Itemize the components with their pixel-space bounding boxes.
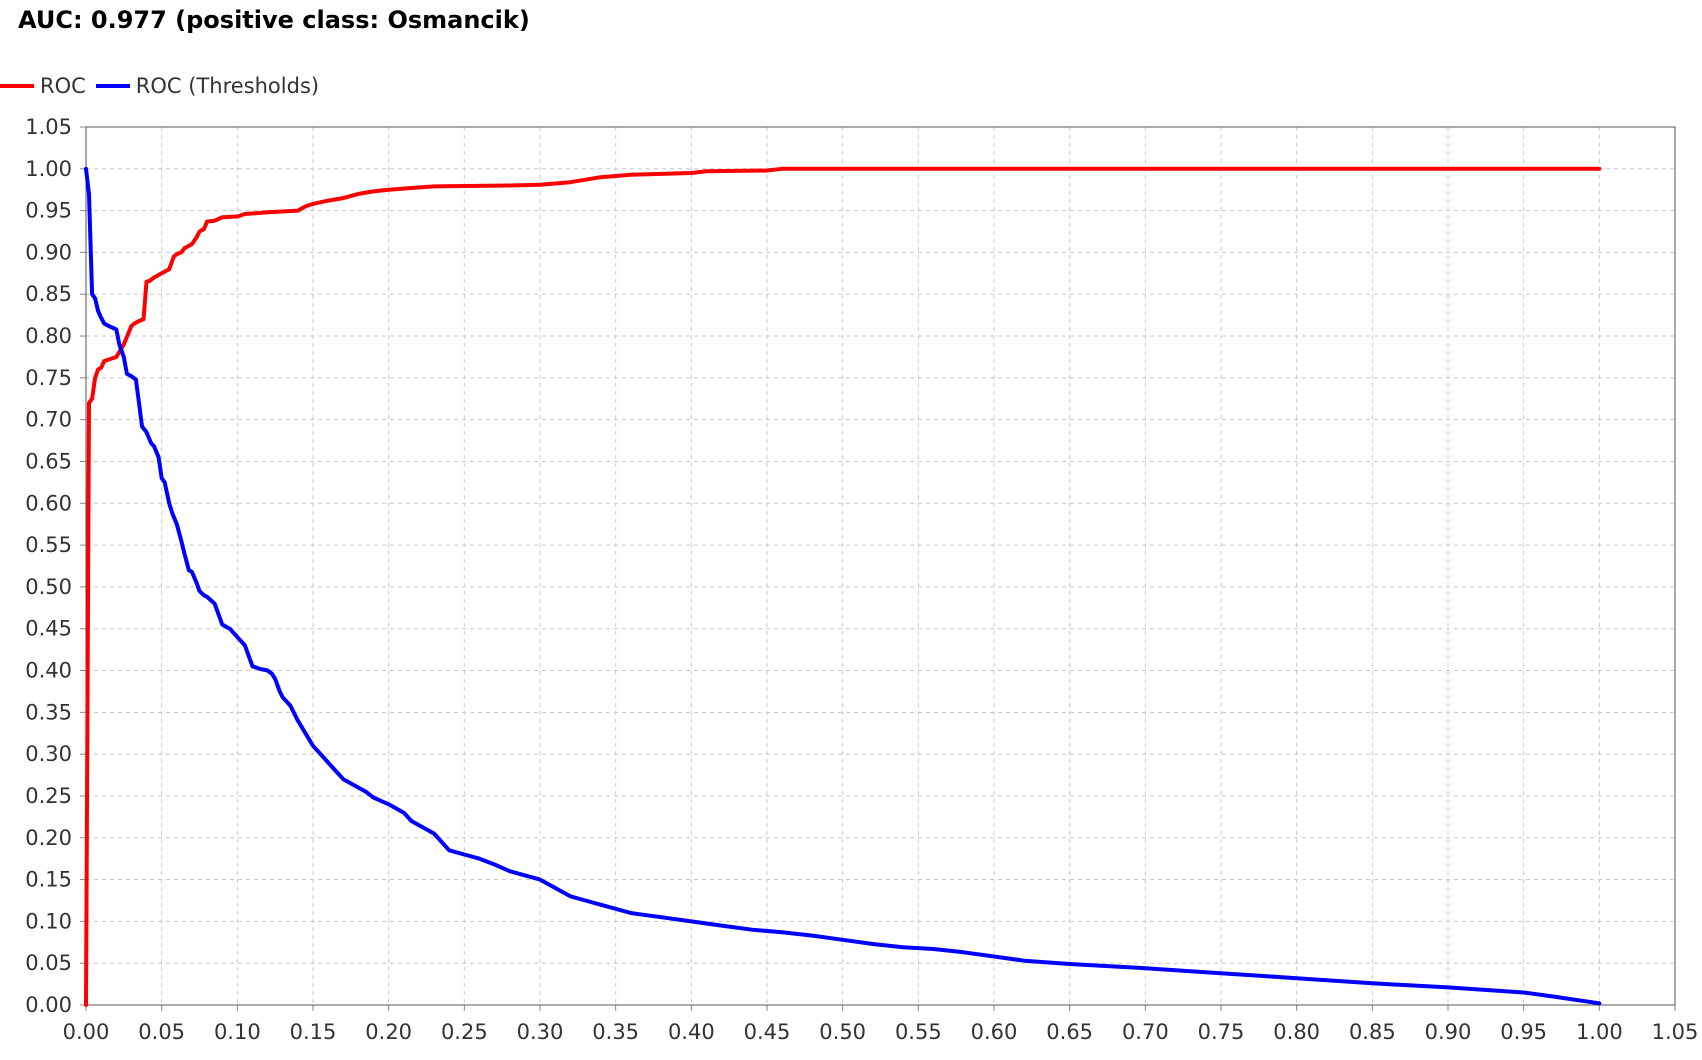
y-tick-label: 0.05: [25, 951, 72, 975]
x-tick-label: 0.10: [214, 1020, 261, 1044]
y-tick-label: 0.40: [25, 659, 72, 683]
legend-label-roc: ROC: [40, 74, 86, 98]
y-tick-label: 0.45: [25, 617, 72, 641]
legend-label-roc-thresholds: ROC (Thresholds): [135, 74, 320, 98]
x-tick-label: 0.45: [744, 1020, 791, 1044]
legend-item-roc-thresholds: ROC (Thresholds): [95, 74, 320, 98]
y-tick-label: 0.65: [25, 449, 72, 473]
legend: ROC ROC (Thresholds): [0, 72, 329, 100]
x-tick-label: 0.35: [592, 1020, 639, 1044]
y-tick-label: 0.30: [25, 742, 72, 766]
x-tick-label: 0.00: [63, 1020, 110, 1044]
roc-thresholds-series-line: [84, 166, 1602, 1006]
y-tick-label: 0.95: [25, 199, 72, 223]
chart-title: AUC: 0.977 (positive class: Osmancik): [18, 6, 530, 34]
y-tick-label: 0.35: [25, 700, 72, 724]
y-tick-label: 0.00: [25, 993, 72, 1017]
x-tick-label: 0.80: [1273, 1020, 1320, 1044]
y-tick-label: 0.55: [25, 533, 72, 557]
roc-series-line: [84, 166, 1602, 1007]
y-tick-label: 1.05: [25, 115, 72, 139]
x-tick-label: 0.95: [1500, 1020, 1547, 1044]
x-tick-label: 0.25: [441, 1020, 488, 1044]
x-tick-label: 0.75: [1198, 1020, 1245, 1044]
x-tick-label: 0.70: [1122, 1020, 1169, 1044]
y-tick-label: 0.75: [25, 366, 72, 390]
x-tick-label: 0.65: [1046, 1020, 1093, 1044]
x-tick-label: 1.00: [1576, 1020, 1623, 1044]
x-tick-label: 0.50: [819, 1020, 866, 1044]
y-tick-label: 0.60: [25, 491, 72, 515]
y-tick-label: 0.80: [25, 324, 72, 348]
x-tick-label: 0.55: [895, 1020, 942, 1044]
x-tick-label: 0.85: [1349, 1020, 1396, 1044]
legend-item-roc: ROC: [0, 74, 86, 98]
y-tick-label: 0.70: [25, 408, 72, 432]
y-tick-label: 0.25: [25, 784, 72, 808]
legend-swatch-roc-thresholds: [95, 84, 130, 88]
x-tick-label: 1.05: [1652, 1020, 1699, 1044]
x-tick-label: 0.90: [1425, 1020, 1472, 1044]
y-tick-label: 1.00: [25, 157, 72, 181]
y-tick-label: 0.10: [25, 909, 72, 933]
y-tick-label: 0.20: [25, 826, 72, 850]
plot-border: [85, 126, 1676, 1006]
x-tick-label: 0.40: [668, 1020, 715, 1044]
x-tick-label: 0.60: [971, 1020, 1018, 1044]
x-tick-label: 0.30: [517, 1020, 564, 1044]
y-tick-label: 0.90: [25, 240, 72, 264]
x-tick-label: 0.05: [138, 1020, 185, 1044]
legend-swatch-roc: [0, 84, 34, 88]
y-tick-label: 0.15: [25, 868, 72, 892]
y-tick-label: 0.50: [25, 575, 72, 599]
x-tick-label: 0.15: [290, 1020, 337, 1044]
plot-area: [86, 127, 1675, 1005]
x-tick-label: 0.20: [365, 1020, 412, 1044]
y-tick-label: 0.85: [25, 282, 72, 306]
